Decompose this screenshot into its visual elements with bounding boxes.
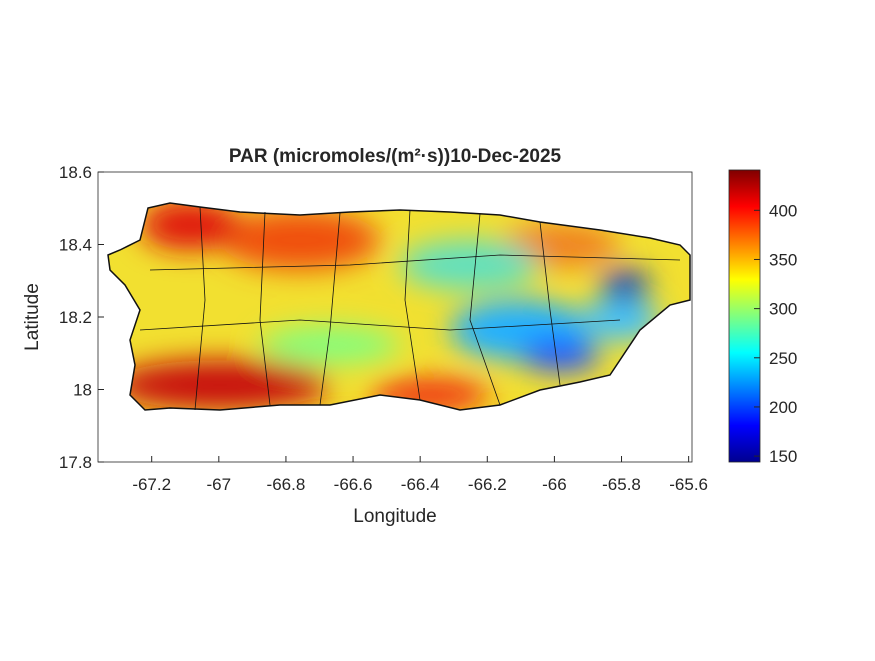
y-tick-label: 18.2 [59, 308, 92, 327]
colorbar-tick-label: 350 [769, 250, 797, 269]
x-tick-label: -66.4 [401, 475, 440, 494]
y-tick-label: 18 [73, 381, 92, 400]
x-tick-label: -66.8 [267, 475, 306, 494]
colorbar-tick-label: 400 [769, 201, 797, 220]
y-tick-label: 17.8 [59, 453, 92, 472]
x-tick-label: -66.6 [334, 475, 373, 494]
x-tick-label: -65.8 [602, 475, 641, 494]
colorbar-tick-label: 150 [769, 447, 797, 466]
y-axis-label: Latitude [22, 283, 43, 351]
x-tick-label: -66.2 [468, 475, 507, 494]
x-axis-label: Longitude [353, 506, 436, 527]
colorbar-tick-label: 300 [769, 300, 797, 319]
x-tick-label: -66 [542, 475, 567, 494]
par-field [108, 203, 690, 410]
x-tick-label: -65.6 [669, 475, 708, 494]
colorbar [728, 169, 761, 463]
x-tick-label: -67.2 [132, 475, 171, 494]
municipal-borders [139, 206, 681, 411]
y-tick-label: 18.6 [59, 163, 92, 182]
colorbar-tick-label: 250 [769, 349, 797, 368]
colorbar-tick-label: 200 [769, 398, 797, 417]
x-tick-label: -67 [207, 475, 232, 494]
chart-title: PAR (micromoles/(m²·s))10-Dec-2025 [229, 146, 562, 167]
y-tick-label: 18.4 [59, 236, 92, 255]
